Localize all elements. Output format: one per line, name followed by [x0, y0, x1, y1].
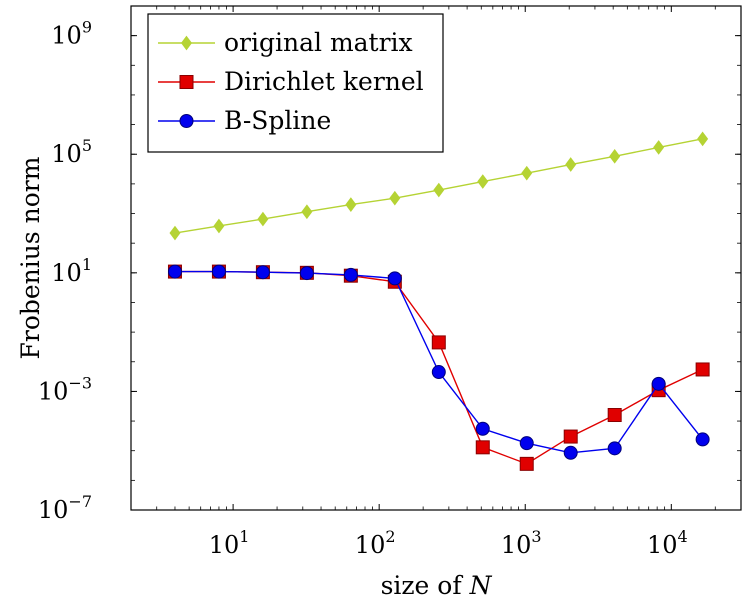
legend-box [147, 13, 444, 153]
data-point-dirichlet-kernel [431, 335, 446, 350]
data-point-original-matrix [697, 131, 709, 147]
data-point-b-spline [211, 264, 226, 279]
legend: original matrix Dirichlet kernel B-Spline [147, 13, 444, 153]
series-group [167, 131, 710, 471]
legend-marker [179, 114, 194, 128]
series-line-b-spline [174, 270, 704, 454]
data-point-b-spline [343, 267, 358, 282]
data-point-b-spline [431, 365, 446, 380]
data-point-dirichlet-kernel [695, 362, 710, 377]
x-axis-label: size of N [381, 571, 493, 600]
axes: 101 102 103 104 10−7 10−3 101 105 109 [38, 5, 742, 559]
data-point-original-matrix [609, 148, 621, 164]
series-b-spline [167, 264, 710, 460]
y-axis-label: Frobenius norm [16, 156, 45, 359]
legend-label: original matrix [224, 28, 413, 57]
data-point-dirichlet-kernel [475, 440, 490, 455]
data-point-original-matrix [477, 174, 489, 189]
legend-marker [181, 35, 192, 51]
data-point-original-matrix [257, 211, 269, 227]
data-point-b-spline [651, 376, 666, 391]
data-point-b-spline [695, 432, 710, 447]
y-tick-label: 10−7 [38, 492, 92, 524]
x-tick-label: 102 [355, 527, 396, 559]
data-point-original-matrix [345, 197, 357, 212]
data-point-original-matrix [521, 165, 533, 181]
data-point-b-spline [167, 264, 182, 279]
plot-frame [130, 5, 742, 511]
data-point-original-matrix [433, 182, 445, 198]
data-point-dirichlet-kernel [563, 429, 578, 444]
legend-label: B-Spline [224, 106, 331, 135]
data-point-b-spline [387, 271, 402, 286]
y-tick-label: 10−3 [38, 373, 92, 405]
data-point-original-matrix [169, 225, 181, 241]
data-point-dirichlet-kernel [519, 456, 534, 471]
y-tick-label: 101 [51, 255, 92, 287]
data-point-original-matrix [301, 204, 313, 220]
data-point-dirichlet-kernel [607, 408, 622, 423]
data-point-original-matrix [565, 157, 577, 172]
data-point-original-matrix [213, 218, 225, 234]
series-original-matrix [169, 131, 709, 241]
data-point-b-spline [519, 436, 534, 451]
data-point-b-spline [299, 266, 314, 281]
legend-marker [179, 75, 194, 89]
x-tick-label: 104 [647, 527, 688, 559]
y-tick-label: 109 [51, 18, 92, 50]
x-tick-label: 101 [209, 527, 250, 559]
data-point-original-matrix [389, 190, 401, 206]
data-point-b-spline [563, 445, 578, 460]
y-tick-label: 105 [51, 136, 92, 168]
axis-labels: size of N Frobenius norm [16, 156, 493, 600]
data-point-b-spline [255, 265, 270, 280]
data-point-b-spline [475, 421, 490, 436]
x-tick-label: 103 [501, 527, 542, 559]
data-point-original-matrix [653, 140, 665, 155]
data-point-b-spline [607, 441, 622, 456]
legend-label: Dirichlet kernel [224, 67, 424, 96]
